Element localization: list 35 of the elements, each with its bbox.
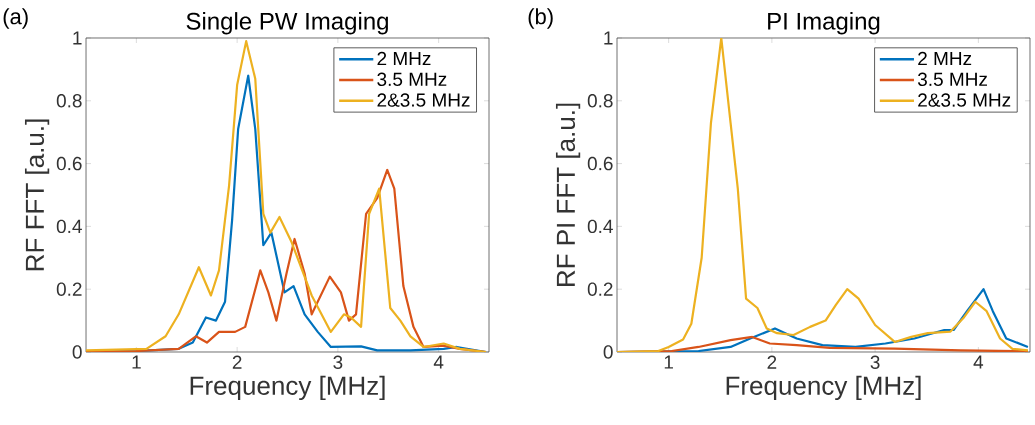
legend-label: 2 MHz (377, 51, 431, 66)
legend-label: 3.5 MHz (917, 72, 987, 87)
y-axis-title: RF FFT [a.u.] (24, 119, 50, 271)
legend-label: 2 MHz (918, 51, 972, 66)
legend-label: 3.5 MHz (377, 72, 447, 87)
y-tick-label: 0.2 (56, 282, 82, 296)
y-tick-label: 0.6 (587, 156, 613, 171)
x-tick-label: 2 (232, 355, 242, 369)
x-tick-label: 2 (767, 355, 777, 369)
x-tick-label: 1 (664, 355, 673, 369)
y-tick-label: 0.4 (587, 219, 613, 234)
y-axis-title: RF PI FFT [a.u.] (555, 103, 581, 287)
x-tick-label: 3 (870, 355, 880, 369)
y-tick-label: 0.4 (56, 219, 82, 234)
y-tick-label: 0.2 (587, 282, 613, 296)
x-tick-label: 1 (132, 355, 141, 369)
legend-label: 2&3.5 MHz (918, 93, 1011, 107)
y-tick-label: 0 (603, 345, 613, 359)
y-tick-label: 1 (604, 31, 613, 45)
x-axis-title: Frequency [MHz] (726, 375, 921, 401)
y-tick-label: 0.8 (587, 94, 613, 108)
y-tick-label: 0 (72, 345, 82, 359)
y-tick-label: 0.6 (56, 156, 82, 171)
line-series (617, 37, 1030, 352)
chart-title: Single PW Imaging (186, 12, 388, 35)
legend-label: 2&3.5 MHz (377, 93, 470, 107)
chart-title: PI Imaging (768, 12, 880, 35)
x-tick-label: 4 (973, 355, 984, 369)
x-tick-label: 3 (333, 355, 343, 369)
text: (a) (3, 8, 28, 29)
y-tick-label: 0.8 (56, 94, 82, 108)
text: (b) (528, 8, 553, 29)
y-tick-label: 1 (73, 31, 82, 45)
x-tick-label: 4 (433, 355, 444, 369)
x-axis-title: Frequency [MHz] (190, 375, 385, 401)
